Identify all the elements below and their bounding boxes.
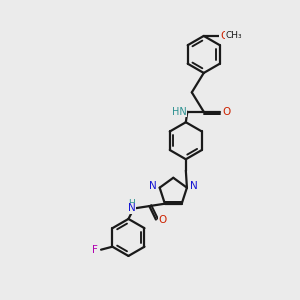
Text: CH₃: CH₃ (226, 32, 242, 40)
Text: O: O (223, 107, 231, 117)
Text: N: N (149, 182, 157, 191)
Text: H: H (128, 199, 135, 208)
Text: O: O (158, 214, 166, 224)
Text: O: O (220, 31, 228, 41)
Text: N: N (190, 182, 197, 191)
Text: N: N (128, 203, 135, 214)
Text: F: F (92, 245, 98, 255)
Text: HN: HN (172, 107, 186, 117)
